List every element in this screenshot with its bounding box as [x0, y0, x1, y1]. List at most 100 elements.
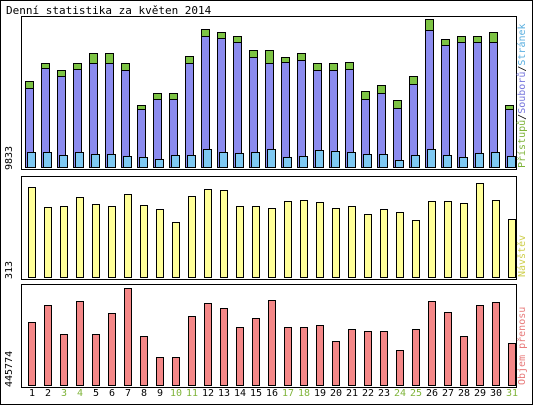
bar-stranek-day-3: [59, 155, 68, 168]
x-tick-day-26: 26: [425, 388, 439, 399]
x-tick-day-25: 25: [409, 388, 423, 399]
bar-stranek-day-2: [43, 152, 52, 168]
bar-stranek-day-13: [219, 152, 228, 168]
bar-objem-day-9: [156, 357, 164, 386]
x-tick-day-22: 22: [361, 388, 375, 399]
legend-pristupu: Přístupů: [517, 119, 528, 168]
bar-souboru-day-7: [121, 70, 130, 168]
bar-stranek-day-12: [203, 149, 212, 168]
bar-stranek-day-16: [267, 149, 276, 168]
x-tick-day-6: 6: [108, 388, 116, 399]
x-tick-day-27: 27: [441, 388, 455, 399]
x-tick-day-29: 29: [473, 388, 487, 399]
bar-stranek-day-31: [507, 156, 516, 168]
legend-stranek: Stránek: [517, 23, 528, 66]
bar-stranek-day-30: [491, 152, 500, 168]
bar-objem-day-10: [172, 357, 180, 386]
bar-stranek-day-20: [331, 151, 340, 168]
bar-stranek-day-7: [123, 156, 132, 168]
bar-objem-day-13: [220, 308, 228, 386]
bar-stranek-day-24: [395, 160, 404, 168]
bar-navstev-day-18: [300, 200, 308, 278]
bar-souboru-day-24: [393, 108, 402, 168]
bar-souboru-day-14: [233, 42, 242, 168]
bar-souboru-day-28: [457, 42, 466, 168]
bar-stranek-day-29: [475, 153, 484, 168]
x-tick-day-1: 1: [28, 388, 36, 399]
chart-title: Denní statistika za květen 2014: [6, 4, 212, 17]
x-tick-day-19: 19: [313, 388, 327, 399]
x-tick-day-3: 3: [60, 388, 68, 399]
x-tick-day-2: 2: [44, 388, 52, 399]
bar-navstev-day-28: [460, 203, 468, 278]
bar-navstev-day-24: [396, 212, 404, 278]
x-tick-day-12: 12: [201, 388, 215, 399]
x-tick-day-21: 21: [345, 388, 359, 399]
bar-objem-day-28: [460, 336, 468, 386]
bar-navstev-day-10: [172, 222, 180, 278]
bar-objem-day-23: [380, 331, 388, 386]
bar-stranek-day-19: [315, 150, 324, 168]
x-tick-day-7: 7: [124, 388, 132, 399]
x-tick-day-14: 14: [233, 388, 247, 399]
x-tick-day-28: 28: [457, 388, 471, 399]
bar-objem-day-24: [396, 350, 404, 386]
bar-navstev-day-15: [252, 206, 260, 278]
bar-navstev-day-2: [44, 207, 52, 278]
bar-navstev-day-17: [284, 201, 292, 278]
bar-souboru-day-6: [105, 63, 114, 168]
x-tick-day-15: 15: [249, 388, 263, 399]
middle-panel-ymax: 313: [4, 260, 15, 279]
bar-objem-day-21: [348, 329, 356, 386]
bar-navstev-day-1: [28, 187, 36, 278]
top-panel-ymax: 9833: [4, 145, 15, 170]
bar-objem-day-8: [140, 336, 148, 386]
x-tick-day-9: 9: [156, 388, 164, 399]
svg-visits-chart: [28, 183, 516, 278]
x-tick-day-23: 23: [377, 388, 391, 399]
bar-navstev-day-12: [204, 189, 212, 278]
bar-stranek-day-27: [443, 155, 452, 168]
bar-souboru-day-26: [425, 30, 434, 168]
bar-stranek-day-22: [363, 154, 372, 168]
bar-stranek-day-9: [155, 159, 164, 168]
x-tick-day-20: 20: [329, 388, 343, 399]
bar-stranek-day-1: [27, 152, 36, 168]
bar-navstev-day-14: [236, 206, 244, 278]
bar-objem-day-25: [412, 329, 420, 386]
middle-panel-legend: Návštěv: [517, 179, 531, 277]
bar-souboru-day-17: [281, 62, 290, 168]
bar-souboru-day-12: [201, 36, 210, 168]
bar-souboru-day-3: [57, 76, 66, 168]
bar-stranek-day-21: [347, 152, 356, 168]
bar-stranek-day-8: [139, 157, 148, 168]
bar-objem-day-27: [444, 312, 452, 386]
bar-navstev-day-5: [92, 204, 100, 278]
bar-navstev-day-3: [60, 206, 68, 278]
bar-souboru-day-27: [441, 45, 450, 168]
bar-objem-day-5: [92, 334, 100, 386]
bar-souboru-day-11: [185, 63, 194, 168]
bar-navstev-day-23: [380, 209, 388, 278]
bar-navstev-day-31: [508, 219, 516, 278]
x-tick-day-13: 13: [217, 388, 231, 399]
x-tick-day-16: 16: [265, 388, 279, 399]
bar-navstev-day-11: [188, 196, 196, 278]
bar-stranek-day-6: [107, 154, 116, 168]
bar-navstev-day-21: [348, 206, 356, 278]
x-tick-day-31: 31: [505, 388, 519, 399]
bar-navstev-day-30: [492, 200, 500, 278]
bar-objem-day-1: [28, 322, 36, 386]
legend-objem: Objem přenosu: [517, 306, 528, 385]
x-tick-day-11: 11: [185, 388, 199, 399]
bar-souboru-day-9: [153, 99, 162, 168]
bar-objem-day-2: [44, 305, 52, 386]
bar-navstev-day-25: [412, 220, 420, 278]
x-tick-day-17: 17: [281, 388, 295, 399]
x-tick-day-18: 18: [297, 388, 311, 399]
bar-navstev-day-13: [220, 190, 228, 278]
bar-stranek-day-23: [379, 154, 388, 168]
bar-objem-day-6: [108, 313, 116, 386]
bar-objem-day-29: [476, 305, 484, 386]
